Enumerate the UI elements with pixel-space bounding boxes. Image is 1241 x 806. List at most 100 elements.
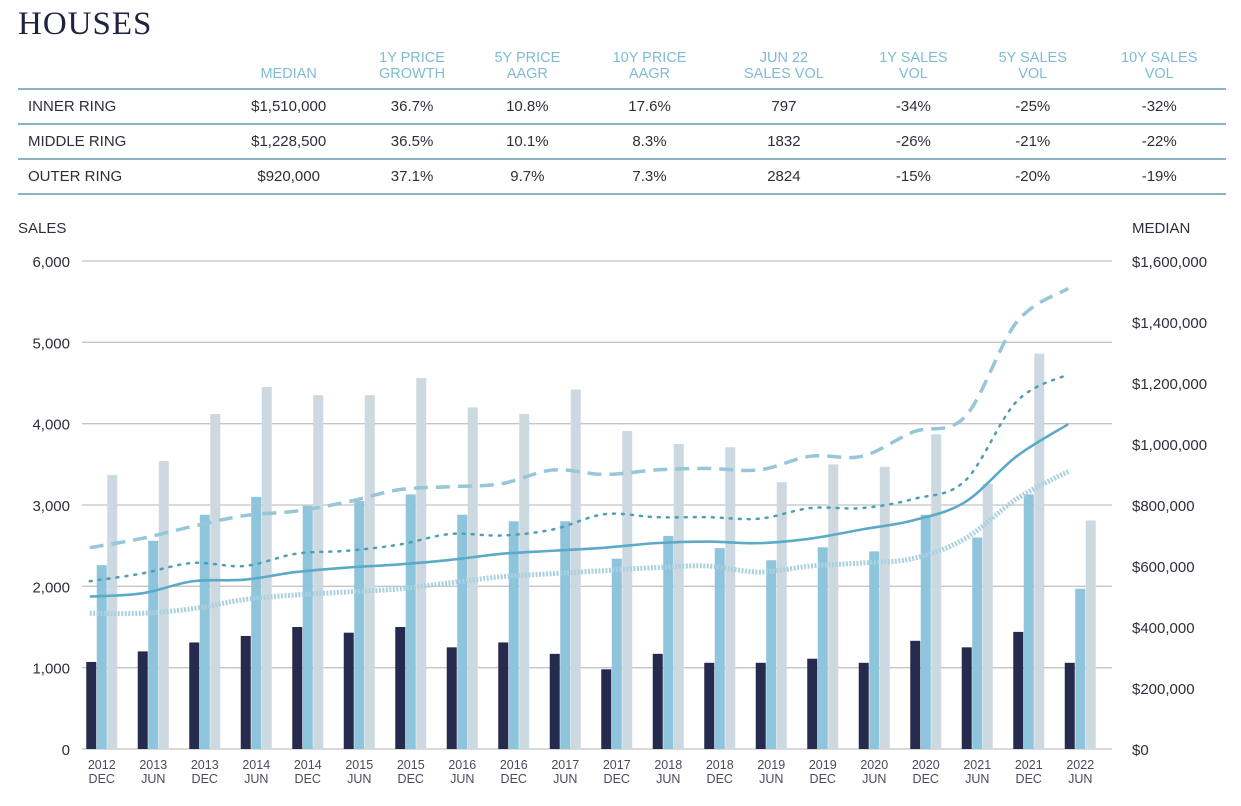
x-tick-month: JUN [656,772,680,786]
bar-outer [1085,520,1096,749]
bar-middle [508,521,519,749]
table-header: MEDIAN [260,66,317,82]
bar-middle [920,514,931,749]
table-cell: $1,228,500 [223,123,355,159]
x-tick-month: DEC [810,772,836,786]
table-cell: -20% [973,158,1093,195]
x-tick-year: 2019 [809,758,837,772]
bar-middle [457,514,468,749]
x-tick-month: JUN [244,772,268,786]
left-tick-label: 4,000 [32,417,70,434]
table-header: 5Y PRICE AAGR [494,50,561,82]
left-tick-label: 0 [62,742,70,759]
bar-outer [776,482,787,749]
x-tick-year: 2017 [603,758,631,772]
bar-outer [519,413,530,749]
bar-inner [292,627,303,749]
left-tick-label: 1,000 [32,661,70,678]
bar-inner [395,627,406,749]
x-tick-year: 2019 [757,758,785,772]
table-cell: 797 [714,88,854,124]
bar-middle [869,551,880,749]
table-cell: 7.3% [584,158,715,195]
x-tick-year: 2021 [1015,758,1043,772]
line-dashed-median [89,286,1070,550]
x-tick-year: 2012 [88,758,116,772]
table-cell: -15% [853,158,974,195]
bar-inner [858,662,869,749]
bar-middle [611,558,622,749]
right-tick-label: $1,000,000 [1132,437,1207,454]
x-tick-year: 2018 [706,758,734,772]
row-label: MIDDLE RING [18,123,223,159]
bar-outer [673,444,684,749]
bar-inner [1064,662,1075,749]
line-hatched-median [89,469,1070,617]
table-cell: -34% [853,88,974,124]
bar-middle [148,540,159,749]
bar-middle [405,494,416,749]
table-cell: -19% [1092,158,1226,195]
x-tick-month: DEC [398,772,424,786]
right-tick-label: $1,200,000 [1132,376,1207,393]
x-tick-year: 2014 [294,758,322,772]
x-tick-year: 2018 [654,758,682,772]
table-cell: 9.7% [469,158,585,195]
table-cell: 36.7% [354,88,470,124]
table-cell: 2824 [714,158,854,195]
table-cell: -25% [973,88,1093,124]
table-cell: 37.1% [354,158,470,195]
x-tick-month: JUN [1068,772,1092,786]
table-header: JUN 22 SALES VOL [744,50,824,82]
right-tick-label: $1,400,000 [1132,315,1207,332]
stats-table: MEDIAN 1Y PRICE GROWTH 5Y PRICE AAGR 10Y P… [18,50,1226,195]
table-cell: $920,000 [223,158,355,195]
bar-inner [601,669,612,749]
bar-middle [972,537,983,749]
bar-outer [364,395,375,749]
x-tick-year: 2015 [345,758,373,772]
line-solid-median [89,423,1069,598]
x-tick-month: JUN [347,772,371,786]
bar-inner [498,642,509,749]
bar-middle [354,500,365,749]
bar-outer [828,464,839,749]
x-tick-month: DEC [604,772,630,786]
table-header: 10Y SALES VOL [1121,50,1198,82]
table-header: 5Y SALES VOL [998,50,1067,82]
bar-middle [302,505,313,749]
bar-middle [1023,494,1034,749]
table-row: MIDDLE RING $1,228,500 36.5% 10.1% 8.3% 1832-… [18,123,1226,159]
bar-inner [137,651,148,749]
bar-middle [199,514,210,749]
table-cell: 36.5% [354,123,470,159]
bar-outer [261,387,272,749]
left-tick-label: 5,000 [32,335,70,352]
table-header: 1Y SALES VOL [879,50,948,82]
x-tick-year: 2015 [397,758,425,772]
x-tick-year: 2017 [551,758,579,772]
table-cell: -22% [1092,123,1226,159]
left-tick-label: 6,000 [32,254,70,271]
bar-middle [663,535,674,749]
x-tick-month: DEC [1016,772,1042,786]
right-tick-label: $200,000 [1132,681,1195,698]
table-cell: 8.3% [584,123,715,159]
x-tick-month: JUN [759,772,783,786]
x-tick-month: DEC [501,772,527,786]
table-header: 1Y PRICE GROWTH [379,50,446,82]
x-tick-month: DEC [89,772,115,786]
bar-outer [982,483,993,749]
page-title: HOUSES [18,6,153,42]
x-tick-month: DEC [913,772,939,786]
bar-inner [755,662,766,749]
bar-outer [725,447,736,749]
bar-inner [549,653,560,749]
bar-middle [1075,588,1086,749]
table-header-row: MEDIAN 1Y PRICE GROWTH 5Y PRICE AAGR 10Y P… [18,50,1226,89]
bar-inner [652,653,663,749]
left-axis-title: SALES [18,220,67,237]
x-tick-year: 2016 [500,758,528,772]
bar-inner [910,640,921,749]
